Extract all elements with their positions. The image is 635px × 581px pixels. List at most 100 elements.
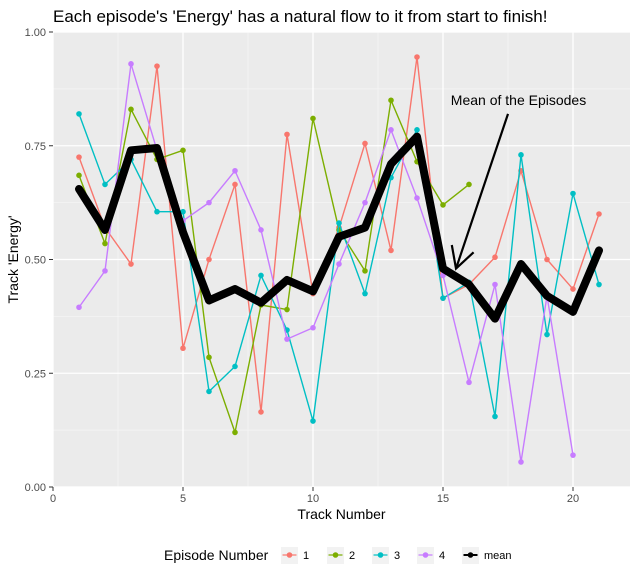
- data-point-3: [336, 220, 342, 226]
- legend-key-point: [467, 552, 474, 558]
- y-axis: 0.00 0.25 0.50 0.75 1.00: [25, 27, 53, 494]
- data-point-4: [128, 61, 134, 67]
- data-point-mean: [127, 147, 135, 154]
- series-line-2: [78, 99, 470, 434]
- data-point-4: [570, 452, 576, 458]
- data-point-1: [232, 181, 238, 188]
- data-point-2: [76, 172, 82, 179]
- data-point-mean: [387, 160, 395, 168]
- x-tick-label: 0: [50, 493, 56, 505]
- data-point-mean: [179, 229, 187, 236]
- legend-key-point: [286, 552, 293, 558]
- data-point-3: [180, 208, 186, 215]
- legend-label: 1: [303, 550, 309, 562]
- data-point-3: [414, 127, 420, 133]
- data-point-mean: [153, 144, 161, 152]
- x-tick-label: 5: [180, 493, 186, 505]
- y-tick-label: 0.50: [25, 255, 46, 267]
- data-point-4: [284, 336, 290, 342]
- series-4: [76, 61, 576, 465]
- data-point-1: [362, 140, 368, 147]
- series-3: [76, 111, 602, 424]
- data-point-1: [128, 261, 134, 267]
- data-point-2: [466, 181, 472, 188]
- annotation-arrow: [454, 113, 510, 269]
- x-axis-title: Track Number: [297, 506, 386, 522]
- data-point-4: [76, 304, 82, 311]
- data-point-3: [232, 363, 238, 370]
- data-point-1: [154, 63, 160, 69]
- data-point-2: [440, 202, 446, 208]
- data-point-2: [102, 240, 108, 247]
- data-point-2: [362, 268, 368, 274]
- data-point-3: [102, 181, 108, 188]
- data-point-2: [232, 429, 238, 436]
- data-point-1: [414, 54, 420, 60]
- data-point-2: [206, 354, 212, 361]
- data-point-mean: [361, 224, 369, 231]
- annotation: Mean of the Episodes: [450, 92, 586, 271]
- data-point-4: [362, 199, 368, 206]
- data-point-1: [284, 131, 290, 138]
- x-tick-label: 20: [567, 493, 579, 505]
- y-tick-label: 0.25: [25, 368, 46, 380]
- x-axis: 0 5 10 15 20: [50, 487, 579, 505]
- data-point-2: [388, 97, 394, 104]
- data-point-mean: [101, 226, 109, 234]
- data-point-1: [544, 256, 550, 263]
- data-point-3: [544, 331, 550, 338]
- data-point-4: [492, 281, 498, 288]
- annotation-text: Mean of the Episodes: [451, 92, 586, 108]
- annotation-arrowhead: [450, 244, 475, 271]
- legend-label: 4: [439, 550, 445, 562]
- data-point-3: [492, 413, 498, 420]
- legend-item-3: 3: [372, 547, 400, 564]
- data-point-2: [128, 106, 134, 113]
- y-axis-title: Track 'Energy': [5, 215, 21, 303]
- data-point-1: [570, 286, 576, 292]
- series-layer: [75, 54, 603, 465]
- data-point-mean: [465, 281, 473, 288]
- data-point-mean: [543, 292, 551, 300]
- data-point-mean: [439, 265, 447, 272]
- data-point-3: [154, 208, 160, 215]
- data-point-mean: [75, 185, 83, 193]
- data-point-4: [232, 167, 238, 174]
- data-point-1: [258, 409, 264, 415]
- data-point-1: [388, 247, 394, 254]
- legend-label: 2: [349, 550, 355, 562]
- legend-key-point: [422, 552, 429, 558]
- legend-key-point: [332, 552, 339, 558]
- y-tick-label: 0.75: [25, 141, 46, 153]
- legend-key-point: [377, 552, 384, 558]
- data-point-mean: [205, 297, 213, 304]
- data-point-1: [76, 154, 82, 160]
- legend-label: mean: [484, 550, 512, 562]
- series-mean: [75, 132, 603, 323]
- data-point-1: [596, 211, 602, 217]
- y-tick-label: 0.00: [25, 482, 46, 494]
- data-point-mean: [335, 233, 343, 240]
- legend-item-1: 1: [281, 547, 309, 564]
- data-point-mean: [309, 288, 317, 295]
- data-point-mean: [569, 308, 577, 316]
- data-point-mean: [595, 247, 603, 254]
- data-point-1: [206, 256, 212, 263]
- data-point-3: [362, 290, 368, 297]
- data-point-mean: [231, 285, 239, 293]
- data-point-3: [310, 418, 316, 424]
- data-point-4: [206, 199, 212, 206]
- data-point-1: [180, 345, 186, 352]
- chart-title: Each episode's 'Energy' has a natural fl…: [53, 7, 547, 26]
- data-point-3: [258, 272, 264, 279]
- data-point-4: [336, 261, 342, 267]
- data-point-3: [570, 190, 576, 197]
- legend-item-4: 4: [417, 547, 445, 564]
- data-point-4: [466, 379, 472, 386]
- data-point-3: [76, 111, 82, 117]
- data-point-mean: [491, 315, 499, 322]
- data-point-4: [518, 459, 524, 465]
- data-point-4: [102, 268, 108, 274]
- data-point-mean: [283, 276, 291, 284]
